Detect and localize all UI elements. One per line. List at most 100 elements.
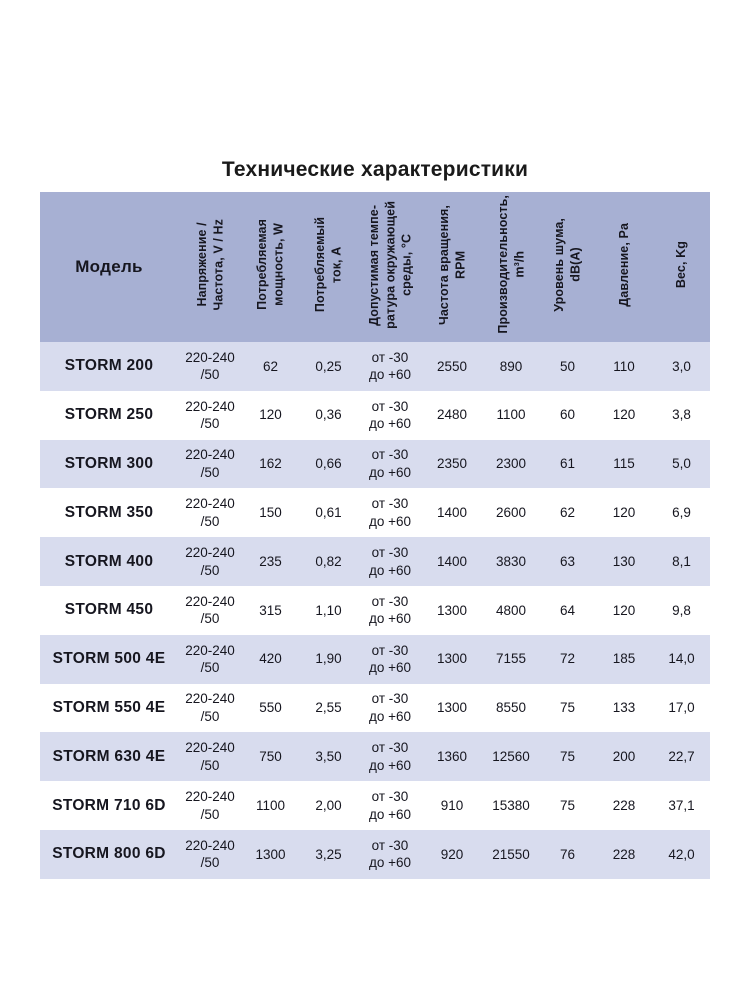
value-cell: 890 <box>499 358 523 374</box>
column-header-rotation-speed-label: Частота вращения, RPM <box>436 204 467 325</box>
table-row: STORM 400 220-240 /50 235 0,82 от -30 до… <box>40 537 710 586</box>
table-row: STORM 300 220-240 /50 162 0,66 от -30 до… <box>40 439 710 489</box>
value-cell: 220-240 /50 <box>185 642 235 676</box>
value-cell: 6,9 <box>672 505 691 521</box>
value-cell: от -30 до +60 <box>368 496 412 529</box>
column-header-weight: Вес, Kg <box>653 192 710 342</box>
value-cell: 0,61 <box>315 505 342 521</box>
value-cell: 120 <box>612 407 636 423</box>
value-cell: 3,25 <box>315 846 342 862</box>
value-cell: 3,8 <box>672 407 691 423</box>
value-cell: 1300 <box>255 846 286 862</box>
table-row: STORM 710 6D 220-240 /50 1100 2,00 от -3… <box>40 781 710 830</box>
model-cell: STORM 630 4E <box>52 747 166 765</box>
value-cell: 22,7 <box>668 749 695 764</box>
value-cell: 62 <box>262 358 279 374</box>
value-cell: 0,66 <box>315 456 342 472</box>
value-cell: 14,0 <box>668 651 695 667</box>
value-cell: 3,50 <box>315 749 342 764</box>
value-cell: 1300 <box>436 602 468 618</box>
value-cell: от -30 до +60 <box>368 447 412 480</box>
table-row: STORM 800 6D 220-240 /50 1300 3,25 от -3… <box>40 829 710 879</box>
value-cell: 3,0 <box>672 358 691 374</box>
value-cell: 17,0 <box>668 700 695 716</box>
column-header-pressure: Давление, Pa <box>595 192 653 342</box>
value-cell: 220-240 /50 <box>185 740 235 773</box>
column-header-current: Потребляемый ток, А <box>299 192 358 342</box>
model-cell: STORM 250 <box>64 406 154 424</box>
value-cell: 62 <box>559 505 576 521</box>
value-cell: 235 <box>259 553 282 569</box>
model-cell: STORM 400 <box>64 552 154 570</box>
value-cell: от -30 до +60 <box>368 789 412 822</box>
value-cell: 150 <box>259 505 282 521</box>
column-header-power-label: Потребляемая мощность, W <box>255 219 286 310</box>
value-cell: 220-240 /50 <box>185 789 235 822</box>
value-cell: 1300 <box>436 700 468 716</box>
column-header-power: Потребляемая мощность, W <box>242 192 299 342</box>
model-cell: STORM 800 6D <box>52 845 166 863</box>
table-row: STORM 500 4E 220-240 /50 420 1,90 от -30… <box>40 634 710 684</box>
value-cell: 2,55 <box>315 700 342 716</box>
value-cell: 750 <box>259 749 282 764</box>
table-row: STORM 350 220-240 /50 150 0,61 от -30 до… <box>40 488 710 538</box>
value-cell: 75 <box>559 797 576 813</box>
value-cell: 64 <box>559 602 576 618</box>
value-cell: 8550 <box>495 700 527 716</box>
model-cell: STORM 500 4E <box>52 650 166 668</box>
column-header-capacity: Производительность, m³/h <box>482 192 540 342</box>
value-cell: 220-240 /50 <box>185 398 235 432</box>
value-cell: 0,25 <box>315 358 342 374</box>
value-cell: 220-240 /50 <box>185 447 235 480</box>
table-row: STORM 550 4E 220-240 /50 550 2,55 от -30… <box>40 683 710 733</box>
value-cell: 220-240 /50 <box>185 837 235 871</box>
table-row: STORM 200 220-240 /50 62 0,25 от -30 до … <box>40 342 710 391</box>
model-cell: STORM 710 6D <box>52 796 166 814</box>
value-cell: 1400 <box>436 505 468 521</box>
value-cell: 75 <box>559 700 576 716</box>
column-header-ambient-temperature-label: Допустимая темпе- ратура окружающей сред… <box>366 200 414 329</box>
value-cell: 1400 <box>436 553 468 569</box>
value-cell: 4800 <box>495 602 527 618</box>
column-header-ambient-temperature: Допустимая темпе- ратура окружающей сред… <box>358 192 422 342</box>
value-cell: 120 <box>259 407 282 423</box>
column-header-capacity-label: Производительность, m³/h <box>495 195 526 334</box>
value-cell: 5,0 <box>672 456 691 472</box>
value-cell: 75 <box>559 749 576 764</box>
value-cell: 220-240 /50 <box>185 496 235 529</box>
value-cell: 315 <box>259 602 282 618</box>
model-cell: STORM 450 <box>64 601 154 619</box>
value-cell: 110 <box>613 358 635 374</box>
value-cell: 220-240 /50 <box>185 545 235 578</box>
value-cell: 15380 <box>492 797 530 813</box>
model-cell: STORM 300 <box>64 454 154 472</box>
column-header-current-label: Потребляемый ток, А <box>313 216 344 313</box>
page-title: Технические характеристики <box>221 158 529 181</box>
column-header-noise-level-label: Уровень шума, dB(A) <box>552 217 583 312</box>
value-cell: 1,90 <box>315 651 342 667</box>
table-row: STORM 630 4E 220-240 /50 750 3,50 от -30… <box>40 732 710 782</box>
value-cell: 133 <box>612 700 636 716</box>
column-header-noise-level: Уровень шума, dB(A) <box>540 192 595 342</box>
column-header-pressure-label: Давление, Pa <box>616 222 631 307</box>
value-cell: от -30 до +60 <box>368 593 412 627</box>
column-header-rotation-speed: Частота вращения, RPM <box>422 192 482 342</box>
value-cell: 2480 <box>436 407 468 423</box>
column-header-voltage-frequency: Напряжение / Частота, V / Hz <box>178 192 242 342</box>
value-cell: от -30 до +60 <box>368 642 412 676</box>
value-cell: 1360 <box>436 749 468 764</box>
value-cell: от -30 до +60 <box>368 349 412 383</box>
value-cell: 0,36 <box>315 407 342 423</box>
value-cell: от -30 до +60 <box>368 691 412 724</box>
spec-table-body: STORM 200 220-240 /50 62 0,25 от -30 до … <box>40 342 710 879</box>
value-cell: от -30 до +60 <box>368 545 412 578</box>
value-cell: 2,00 <box>315 797 342 813</box>
column-header-model: Модель <box>40 192 178 342</box>
model-cell: STORM 200 <box>64 357 154 375</box>
model-cell: STORM 550 4E <box>52 698 166 716</box>
value-cell: 50 <box>559 358 576 374</box>
value-cell: 72 <box>559 651 576 667</box>
value-cell: 2550 <box>436 358 468 374</box>
value-cell: 1300 <box>436 651 468 667</box>
value-cell: 120 <box>612 602 636 618</box>
